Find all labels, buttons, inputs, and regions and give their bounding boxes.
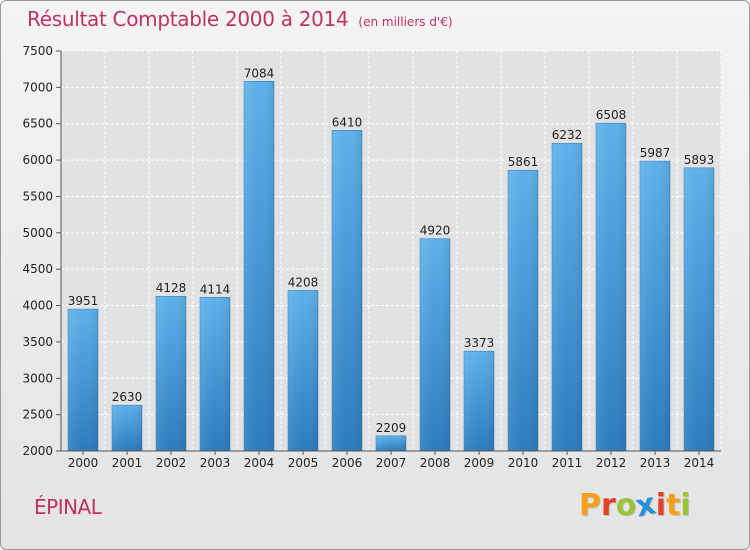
bar-value-label: 6508 [596,108,627,122]
bar-shine [68,309,98,451]
bar-shine [552,143,582,451]
y-tick-label: 2500 [22,408,53,422]
bar-shine [684,167,714,451]
bar-value-label: 3951 [68,294,99,308]
commune-name: ÉPINAL [34,495,102,519]
logo-letter: i [655,488,667,523]
logo-letter: t [666,488,681,523]
y-tick-label: 4500 [22,262,53,276]
bar-value-label: 7084 [244,66,275,80]
chart-subtitle: (en milliers d'€) [358,15,453,29]
chart-title-block: Résultat Comptable 2000 à 2014 (en millie… [27,7,453,31]
x-tick-label: 2013 [640,456,671,470]
x-tick-label: 2009 [464,456,495,470]
x-tick-label: 2001 [112,456,143,470]
bar-shine [376,435,406,451]
x-tick-label: 2006 [332,456,363,470]
bar-value-label: 4208 [288,275,319,289]
x-tick-label: 2008 [420,456,451,470]
x-tick-label: 2014 [684,456,715,470]
logo-letter: o [615,488,637,523]
y-tick-label: 2000 [22,444,53,458]
x-tick-label: 2005 [288,456,319,470]
x-tick-label: 2011 [552,456,583,470]
x-tick-label: 2007 [376,456,407,470]
y-tick-label: 6000 [22,153,53,167]
bar-value-label: 5861 [508,155,539,169]
bar-value-label: 4128 [156,281,187,295]
bar-value-label: 4920 [420,224,451,238]
x-tick-label: 2003 [200,456,231,470]
bar-shine [640,161,670,451]
bar-value-label: 2209 [376,421,407,435]
bar-shine [112,405,142,451]
bar-shine [420,238,450,451]
logo-letter: r [601,488,616,523]
bar-shine [244,81,274,451]
proxiti-logo: Proxiti [579,486,691,524]
y-tick-label: 5500 [22,189,53,203]
bar-shine [288,290,318,451]
chart-title: Résultat Comptable 2000 à 2014 [27,7,349,31]
bar-shine [596,123,626,452]
x-tick-label: 2012 [596,456,627,470]
bar-shine [464,351,494,451]
x-tick-label: 2000 [68,456,99,470]
x-tick-label: 2002 [156,456,187,470]
bar-value-label: 5987 [640,146,671,160]
y-tick-label: 7500 [22,44,53,58]
logo-letter: i [680,488,691,523]
y-tick-label: 3000 [22,371,53,385]
bar-shine [200,297,230,451]
bar-shine [508,170,538,451]
y-tick-label: 3500 [22,335,53,349]
bar-shine [332,130,362,452]
y-tick-label: 5000 [22,226,53,240]
logo-letter: P [579,488,601,523]
bar-value-label: 4114 [200,282,231,296]
y-tick-label: 7000 [22,80,53,94]
x-tick-label: 2010 [508,456,539,470]
bar-value-label: 3373 [464,336,495,350]
bar-value-label: 5893 [684,153,715,167]
y-tick-label: 6500 [22,117,53,131]
x-tick-label: 2004 [244,456,275,470]
bar-shine [156,296,186,451]
bar-value-label: 6232 [552,128,583,142]
y-tick-label: 4000 [22,299,53,313]
bar-value-label: 2630 [112,390,143,404]
bar-value-label: 6410 [332,115,363,129]
